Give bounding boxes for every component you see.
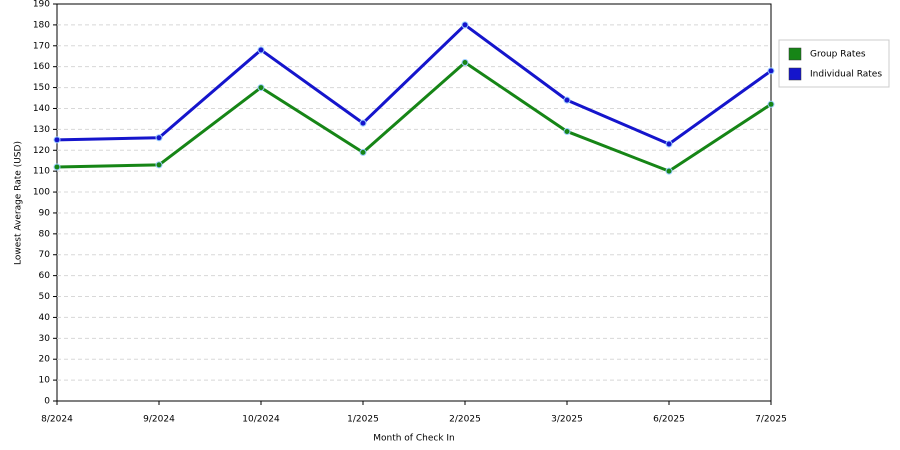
- point: [461, 59, 469, 67]
- y-tick-label: 90: [39, 208, 51, 218]
- x-tick-label: 3/2025: [551, 415, 583, 425]
- series-line: [56, 23, 772, 146]
- y-tick-label: 100: [33, 188, 50, 198]
- point: [257, 46, 265, 54]
- point: [53, 163, 61, 171]
- y-tick-label: 110: [33, 167, 50, 177]
- y-tick-label: 130: [33, 125, 50, 135]
- x-tick-label: 1/2025: [347, 415, 379, 425]
- x-tick-label: 8/2024: [41, 415, 73, 425]
- point: [665, 140, 673, 148]
- point: [665, 167, 673, 175]
- point: [563, 127, 571, 135]
- y-tick-label: 30: [39, 334, 51, 344]
- point: [257, 84, 265, 92]
- x-tick-label: 9/2024: [143, 415, 175, 425]
- point: [53, 136, 61, 144]
- y-axis-label: Lowest Average Rate (USD): [14, 141, 24, 265]
- point: [155, 134, 163, 142]
- y-tick-label: 0: [44, 397, 50, 407]
- series-line: [56, 61, 772, 173]
- x-axis-label: Month of Check In: [373, 434, 455, 444]
- x-tick-label: 10/2024: [242, 415, 280, 425]
- y-tick-label: 190: [33, 0, 50, 10]
- y-tick-label: 170: [33, 41, 50, 51]
- y-tick-label: 160: [33, 62, 50, 72]
- legend-swatch: [788, 47, 802, 61]
- x-tick-label: 7/2025: [755, 415, 787, 425]
- y-tick-label: 50: [39, 292, 51, 302]
- y-tick-label: 80: [39, 229, 51, 239]
- legend-label: Individual Rates: [810, 70, 882, 80]
- legend-swatch: [788, 67, 802, 81]
- y-tick-label: 140: [33, 104, 50, 114]
- point: [767, 100, 775, 108]
- point: [563, 96, 571, 104]
- point: [359, 148, 367, 156]
- y-tick-label: 150: [33, 83, 50, 93]
- y-tick-label: 60: [39, 271, 51, 281]
- y-tick-label: 120: [33, 146, 50, 156]
- y-tick-label: 70: [39, 250, 51, 260]
- legend-label: Group Rates: [810, 50, 866, 60]
- y-tick-label: 10: [39, 376, 51, 386]
- y-tick-label: 180: [33, 20, 50, 30]
- point: [359, 119, 367, 127]
- x-tick-label: 6/2025: [653, 415, 685, 425]
- x-tick-label: 2/2025: [449, 415, 481, 425]
- plot-frame: [56, 3, 772, 402]
- point: [767, 67, 775, 75]
- point: [155, 161, 163, 169]
- point: [461, 21, 469, 29]
- y-tick-label: 20: [39, 355, 51, 365]
- y-tick-label: 40: [39, 313, 51, 323]
